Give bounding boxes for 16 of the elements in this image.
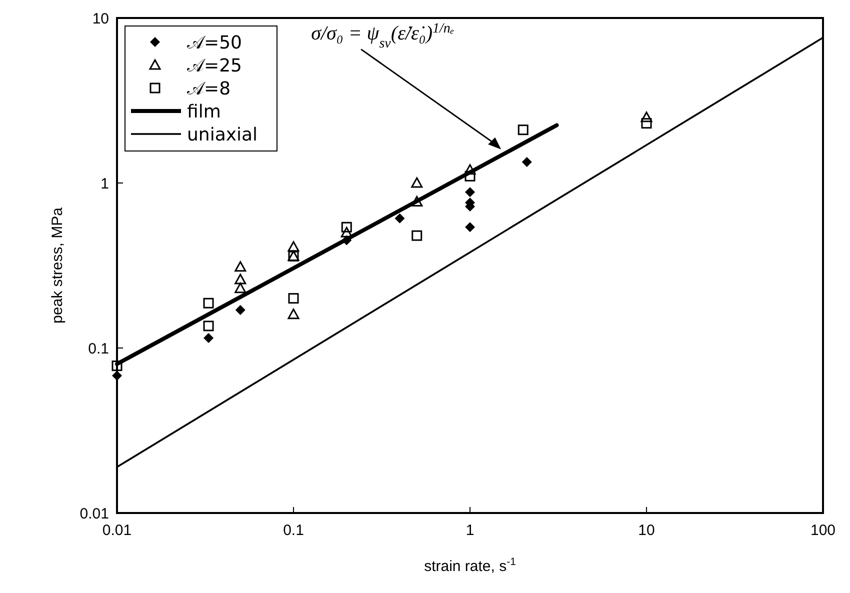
legend-label: 𝒜=8 bbox=[187, 78, 231, 100]
legend-label: uniaxial bbox=[187, 124, 258, 146]
legend-label: 𝒜=50 bbox=[187, 32, 242, 54]
y-axis-title: peak stress, MPa bbox=[49, 206, 66, 324]
annotation: σ/σ₀ = ψ$_{sv}$(ε̇/ε̇₀)$^{1/nₑ}$ bbox=[311, 20, 454, 51]
x-tick-label: 0.1 bbox=[283, 522, 304, 539]
x-tick-label: 10 bbox=[638, 522, 655, 539]
y-tick-label: 1 bbox=[100, 175, 109, 192]
legend-label: 𝒜=25 bbox=[187, 55, 242, 76]
x-axis-title: strain rate, s$^{-1}$ bbox=[424, 556, 516, 575]
x-tick-label: 1 bbox=[466, 522, 474, 539]
y-tick-label: 0.1 bbox=[88, 340, 109, 358]
x-tick-label: 100 bbox=[810, 522, 836, 539]
legend-label: film bbox=[187, 101, 221, 122]
y-tick-label: 0.01 bbox=[80, 505, 109, 522]
y-tick-label: 10 bbox=[92, 10, 109, 28]
